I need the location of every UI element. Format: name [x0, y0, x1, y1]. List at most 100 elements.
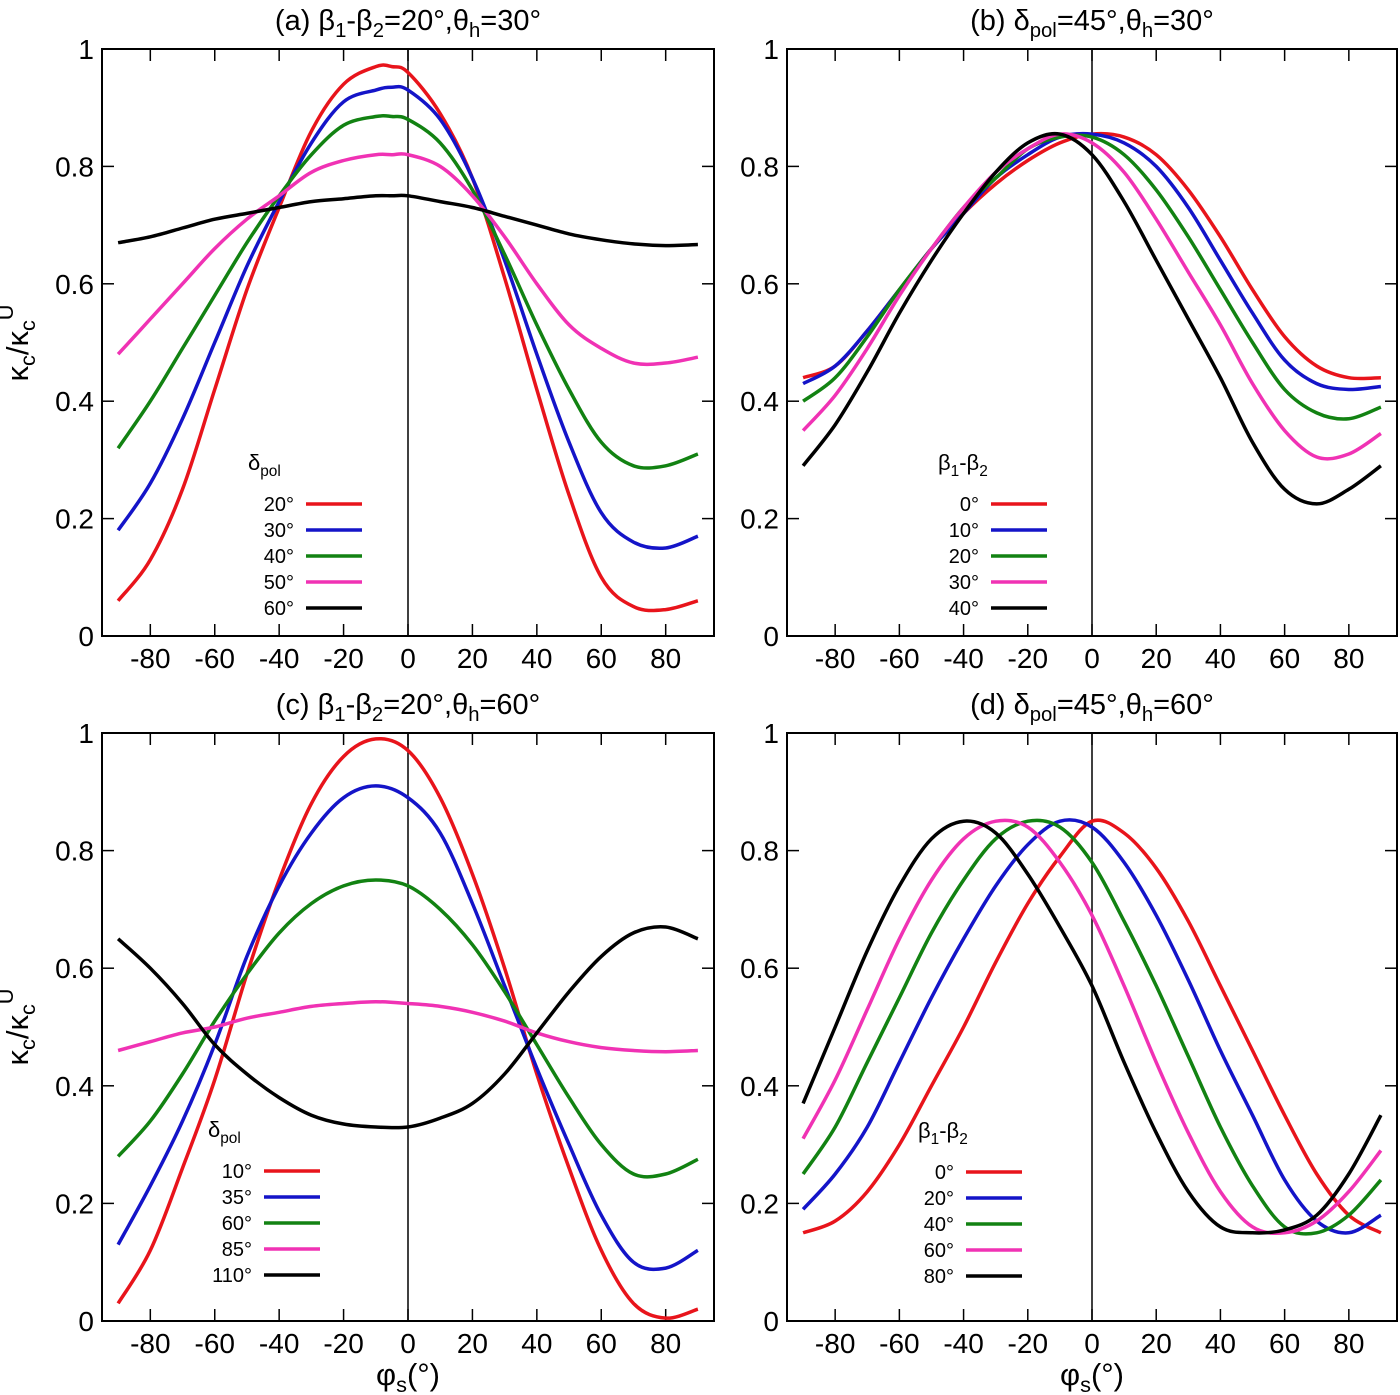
x-tick-label: -80 — [815, 643, 855, 674]
legend-title-symbol: δ — [248, 450, 260, 475]
legend-label: 30° — [264, 520, 294, 542]
legend-title-symbol: β — [947, 1118, 960, 1143]
legend-label: 30° — [949, 572, 979, 594]
y-tick-label: 0.2 — [55, 504, 94, 535]
legend-label: 20° — [949, 546, 979, 568]
legend-title-subscript: pol — [220, 1130, 241, 1147]
title-symbol: θ — [1126, 689, 1142, 721]
legend-title: β1-β2 — [918, 1118, 968, 1148]
y-axis-label: κc/κcU — [0, 989, 40, 1066]
x-axis-symbol: φ — [376, 1357, 396, 1392]
title-symbol: β — [318, 689, 335, 721]
x-tick-label: -60 — [195, 643, 235, 674]
x-tick-label: 40 — [1205, 643, 1236, 674]
x-tick-label: 0 — [1084, 1328, 1100, 1359]
legend-title-subscript: pol — [260, 463, 281, 480]
x-tick-label: 80 — [1333, 643, 1364, 674]
legend-label: 85° — [222, 1239, 252, 1261]
x-tick-label: 20 — [457, 1328, 488, 1359]
x-tick-label: 20 — [1141, 1328, 1172, 1359]
legend-label: 80° — [924, 1266, 954, 1288]
series-line-20° — [802, 133, 1382, 421]
x-tick-label: 20 — [457, 643, 488, 674]
legend-label: 40° — [949, 598, 979, 620]
title-subscript: 2 — [372, 704, 383, 726]
title-value: =20°, — [383, 689, 452, 721]
x-axis-unit: (°) — [1091, 1357, 1124, 1392]
x-tick-label: -60 — [195, 1328, 235, 1359]
legend-title-subscript: 2 — [979, 463, 988, 480]
x-tick-label: 0 — [400, 1328, 416, 1359]
legend-label: 35° — [222, 1187, 252, 1209]
legend-label: 60° — [924, 1240, 954, 1262]
legend-title: δpol — [248, 450, 281, 480]
title-subscript: 2 — [373, 20, 384, 42]
legend-label: 60° — [222, 1213, 252, 1235]
series-line-80° — [801, 819, 1383, 1235]
title-subscript: h — [1142, 704, 1153, 726]
title-symbol: θ — [453, 5, 469, 37]
title-prefix: (b) — [970, 5, 1014, 37]
legend-title-subscript: 1 — [951, 463, 960, 480]
y-tick-label: 0.8 — [740, 836, 779, 867]
series-line-60° — [117, 193, 698, 248]
title-symbol: θ — [1126, 5, 1142, 37]
legend-label: 60° — [264, 598, 294, 620]
x-axis-subscript: s — [1080, 1372, 1091, 1395]
panel-title: (c) β1-β2=20°,θh=60° — [276, 689, 541, 726]
y-tick-label: 0.8 — [55, 151, 94, 182]
x-tick-label: 60 — [586, 1328, 617, 1359]
legend-title-symbol: β — [938, 450, 951, 475]
panel-title: (d) δpol=45°,θh=60° — [970, 689, 1214, 726]
title-value: =45°, — [1057, 689, 1126, 721]
title-subscript: 1 — [334, 704, 345, 726]
title-subscript: pol — [1030, 20, 1057, 42]
legend-label: 20° — [264, 494, 294, 516]
x-axis-label: φs(°) — [1060, 1357, 1124, 1395]
legend-title-subscript: 1 — [931, 1131, 940, 1148]
x-tick-label: 80 — [650, 643, 681, 674]
title-subscript: h — [469, 20, 480, 42]
y-tick-label: 0 — [763, 1306, 779, 1337]
y-tick-label: 0.8 — [55, 836, 94, 867]
x-tick-label: -80 — [815, 1328, 855, 1359]
x-tick-label: -20 — [1008, 643, 1048, 674]
y-tick-label: 0 — [763, 621, 779, 652]
legend-title: β1-β2 — [938, 450, 988, 480]
x-tick-label: -40 — [259, 643, 299, 674]
title-value: =60° — [1153, 689, 1214, 721]
legend-title-symbol: β — [918, 1118, 931, 1143]
x-tick-label: 0 — [1084, 643, 1100, 674]
x-tick-label: 40 — [521, 1328, 552, 1359]
y-axis-subscript: c — [15, 1004, 40, 1015]
panel-title: (a) β1-β2=20°,θh=30° — [275, 5, 541, 42]
title-prefix: (a) — [275, 5, 319, 37]
title-subscript: pol — [1030, 704, 1057, 726]
title-value: =60° — [479, 689, 540, 721]
series-line-30° — [801, 132, 1382, 461]
y-tick-label: 0.6 — [740, 269, 779, 300]
y-tick-label: 0.2 — [740, 504, 779, 535]
y-tick-label: 1 — [78, 718, 94, 749]
y-tick-label: 0.4 — [55, 1071, 94, 1102]
y-tick-label: 0.2 — [740, 1188, 779, 1219]
title-value: =30° — [1153, 5, 1214, 37]
x-tick-label: -40 — [943, 1328, 983, 1359]
x-tick-label: -80 — [130, 643, 170, 674]
title-symbol: θ — [452, 689, 468, 721]
y-axis-symbol: κ — [0, 1049, 35, 1065]
title-subscript: h — [468, 704, 479, 726]
y-tick-label: 0.4 — [55, 386, 94, 417]
series-line-0° — [802, 818, 1382, 1235]
legend-label: 110° — [212, 1265, 252, 1287]
x-axis-subscript: s — [396, 1372, 407, 1395]
y-tick-label: 1 — [78, 34, 94, 65]
title-value: =45°, — [1057, 5, 1126, 37]
legend-title-dash: - — [959, 450, 966, 475]
series-line-40° — [801, 818, 1383, 1236]
x-axis-label: φs(°) — [376, 1357, 440, 1395]
y-axis-label: κc/κcU — [0, 305, 40, 382]
x-tick-label: 80 — [650, 1328, 681, 1359]
y-tick-label: 0.4 — [740, 386, 779, 417]
